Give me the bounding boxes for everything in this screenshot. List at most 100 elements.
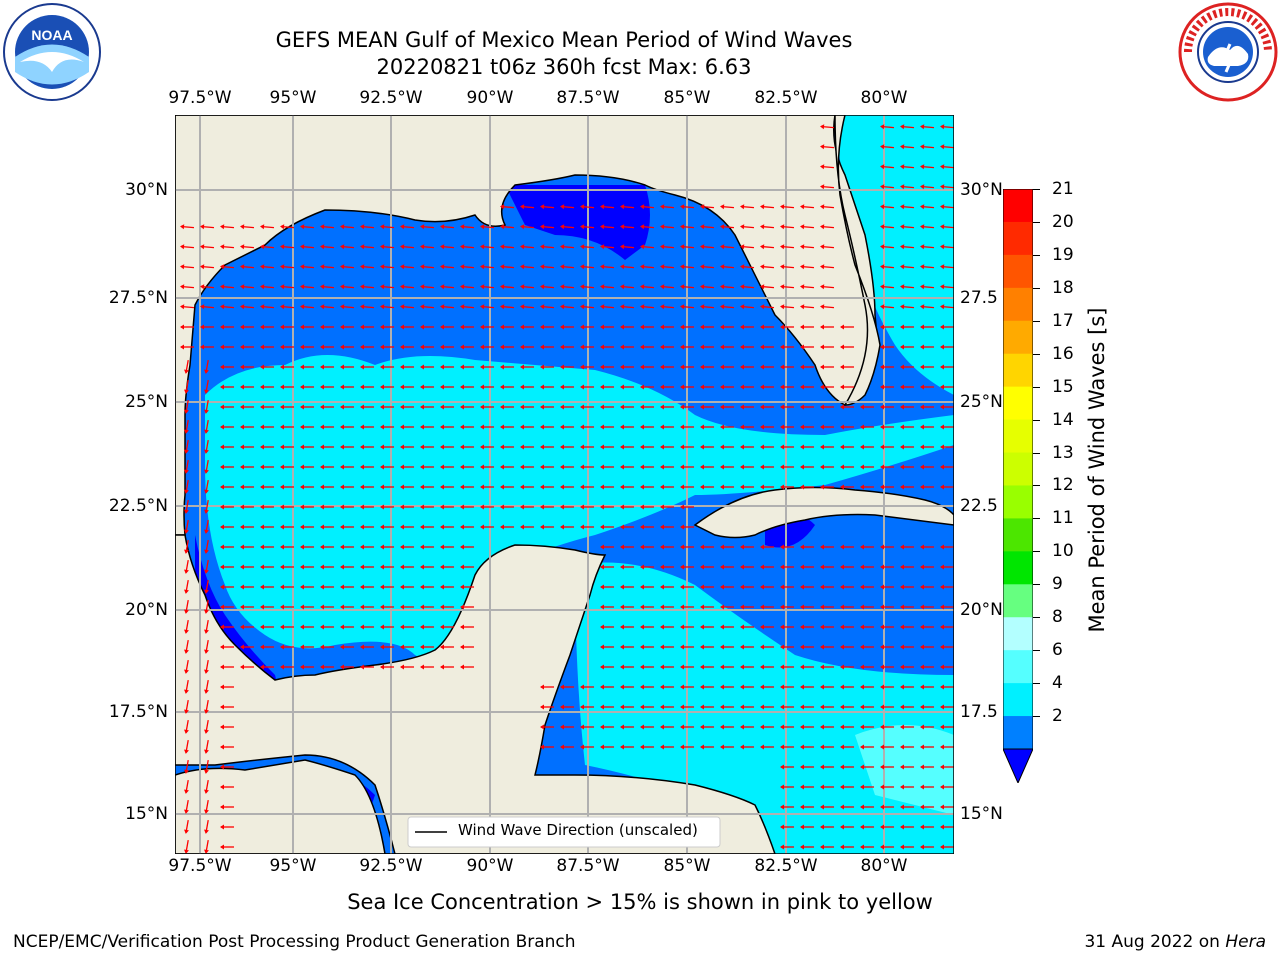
wind-arrow — [880, 624, 894, 630]
wind-arrow — [580, 724, 594, 730]
wind-arrow — [280, 624, 294, 630]
wind-arrow — [660, 204, 675, 210]
wind-arrow — [340, 584, 354, 590]
colorbar-tick-mark — [1033, 551, 1040, 553]
wind-arrow — [300, 264, 315, 270]
wind-arrow — [580, 464, 594, 470]
wind-arrow — [360, 444, 374, 450]
wind-arrow — [204, 619, 209, 634]
wind-arrow — [400, 224, 415, 230]
wind-arrow — [380, 424, 394, 430]
wind-arrow — [260, 244, 275, 250]
wind-arrow — [260, 224, 275, 230]
wind-arrow — [760, 204, 775, 210]
wind-arrow — [320, 444, 334, 450]
footer-machine: Hera — [1225, 932, 1266, 952]
wind-arrow — [800, 404, 814, 410]
wind-arrow — [820, 564, 834, 570]
wind-arrow — [680, 204, 695, 210]
wind-arrow — [360, 324, 374, 330]
wind-arrow — [460, 524, 474, 530]
wind-arrow — [480, 344, 494, 350]
wind-arrow — [920, 404, 934, 410]
wind-arrow — [780, 644, 794, 650]
wind-arrow — [560, 384, 574, 390]
wind-arrow — [500, 224, 515, 230]
wind-arrow — [640, 464, 654, 470]
wind-arrow — [740, 684, 754, 690]
wind-arrow — [600, 624, 614, 630]
wind-arrow — [460, 224, 475, 230]
wind-arrow — [700, 444, 714, 450]
wind-arrow — [520, 464, 534, 470]
colorbar-segment — [1003, 452, 1033, 486]
wind-arrow — [720, 264, 735, 270]
wind-arrow — [600, 384, 614, 390]
wind-arrow — [560, 224, 575, 230]
wind-arrow — [400, 304, 415, 310]
wind-arrow — [940, 124, 954, 130]
wind-arrow — [200, 284, 215, 290]
wind-arrow — [620, 364, 634, 370]
wind-arrow — [760, 644, 774, 650]
wind-arrow — [900, 444, 914, 450]
wind-arrow — [340, 384, 354, 390]
wind-arrow — [880, 764, 894, 770]
wind-arrow — [800, 764, 814, 770]
wind-arrow — [340, 224, 355, 230]
wind-arrow — [440, 584, 454, 590]
wind-arrow — [900, 324, 914, 330]
wind-arrow — [920, 764, 934, 770]
wind-arrow — [580, 304, 595, 310]
wind-arrow — [260, 624, 274, 630]
wind-arrow — [760, 564, 774, 570]
wind-arrow — [760, 744, 774, 750]
wind-arrow — [500, 484, 514, 490]
wind-arrow — [360, 424, 374, 430]
wind-arrow — [680, 464, 694, 470]
wind-arrow — [940, 424, 954, 430]
colorbar-tick: 15 — [1052, 376, 1074, 397]
wind-arrow — [680, 424, 694, 430]
wind-arrow — [260, 444, 274, 450]
wind-arrow — [660, 644, 674, 650]
wind-arrow — [860, 644, 874, 650]
wind-arrow — [540, 424, 554, 430]
wind-arrow — [860, 764, 874, 770]
wind-arrow — [204, 779, 209, 794]
wind-arrow — [400, 544, 414, 550]
wind-arrow — [540, 284, 555, 290]
wind-arrow — [520, 324, 534, 330]
wind-arrow — [620, 624, 634, 630]
wind-arrow — [204, 839, 209, 854]
wind-arrow — [660, 524, 674, 530]
wind-arrow — [620, 484, 634, 490]
wind-arrow — [940, 164, 954, 170]
wind-arrow — [620, 684, 634, 690]
wind-arrow — [620, 264, 635, 270]
wind-arrow — [840, 544, 854, 550]
wind-arrow — [860, 784, 874, 790]
wind-arrow — [800, 644, 814, 650]
wind-arrow — [280, 564, 294, 570]
wind-arrow — [820, 364, 834, 370]
wind-arrow — [300, 484, 314, 490]
wind-arrow — [780, 604, 794, 610]
wind-arrow — [560, 464, 574, 470]
wind-arrow — [880, 444, 894, 450]
colorbar-segment — [1003, 189, 1033, 223]
wind-arrow — [620, 424, 634, 430]
wind-arrow — [300, 404, 314, 410]
wind-arrow — [400, 344, 414, 350]
wind-arrow — [940, 264, 954, 270]
wind-arrow — [680, 364, 694, 370]
wind-arrow — [800, 464, 814, 470]
wind-arrow — [300, 504, 314, 510]
wind-arrow — [520, 404, 534, 410]
wind-arrow — [900, 384, 914, 390]
wind-arrow — [480, 524, 494, 530]
map-canvas — [175, 115, 954, 854]
wind-arrow — [900, 224, 915, 230]
wind-arrow — [640, 304, 655, 310]
wind-arrow — [840, 704, 854, 710]
